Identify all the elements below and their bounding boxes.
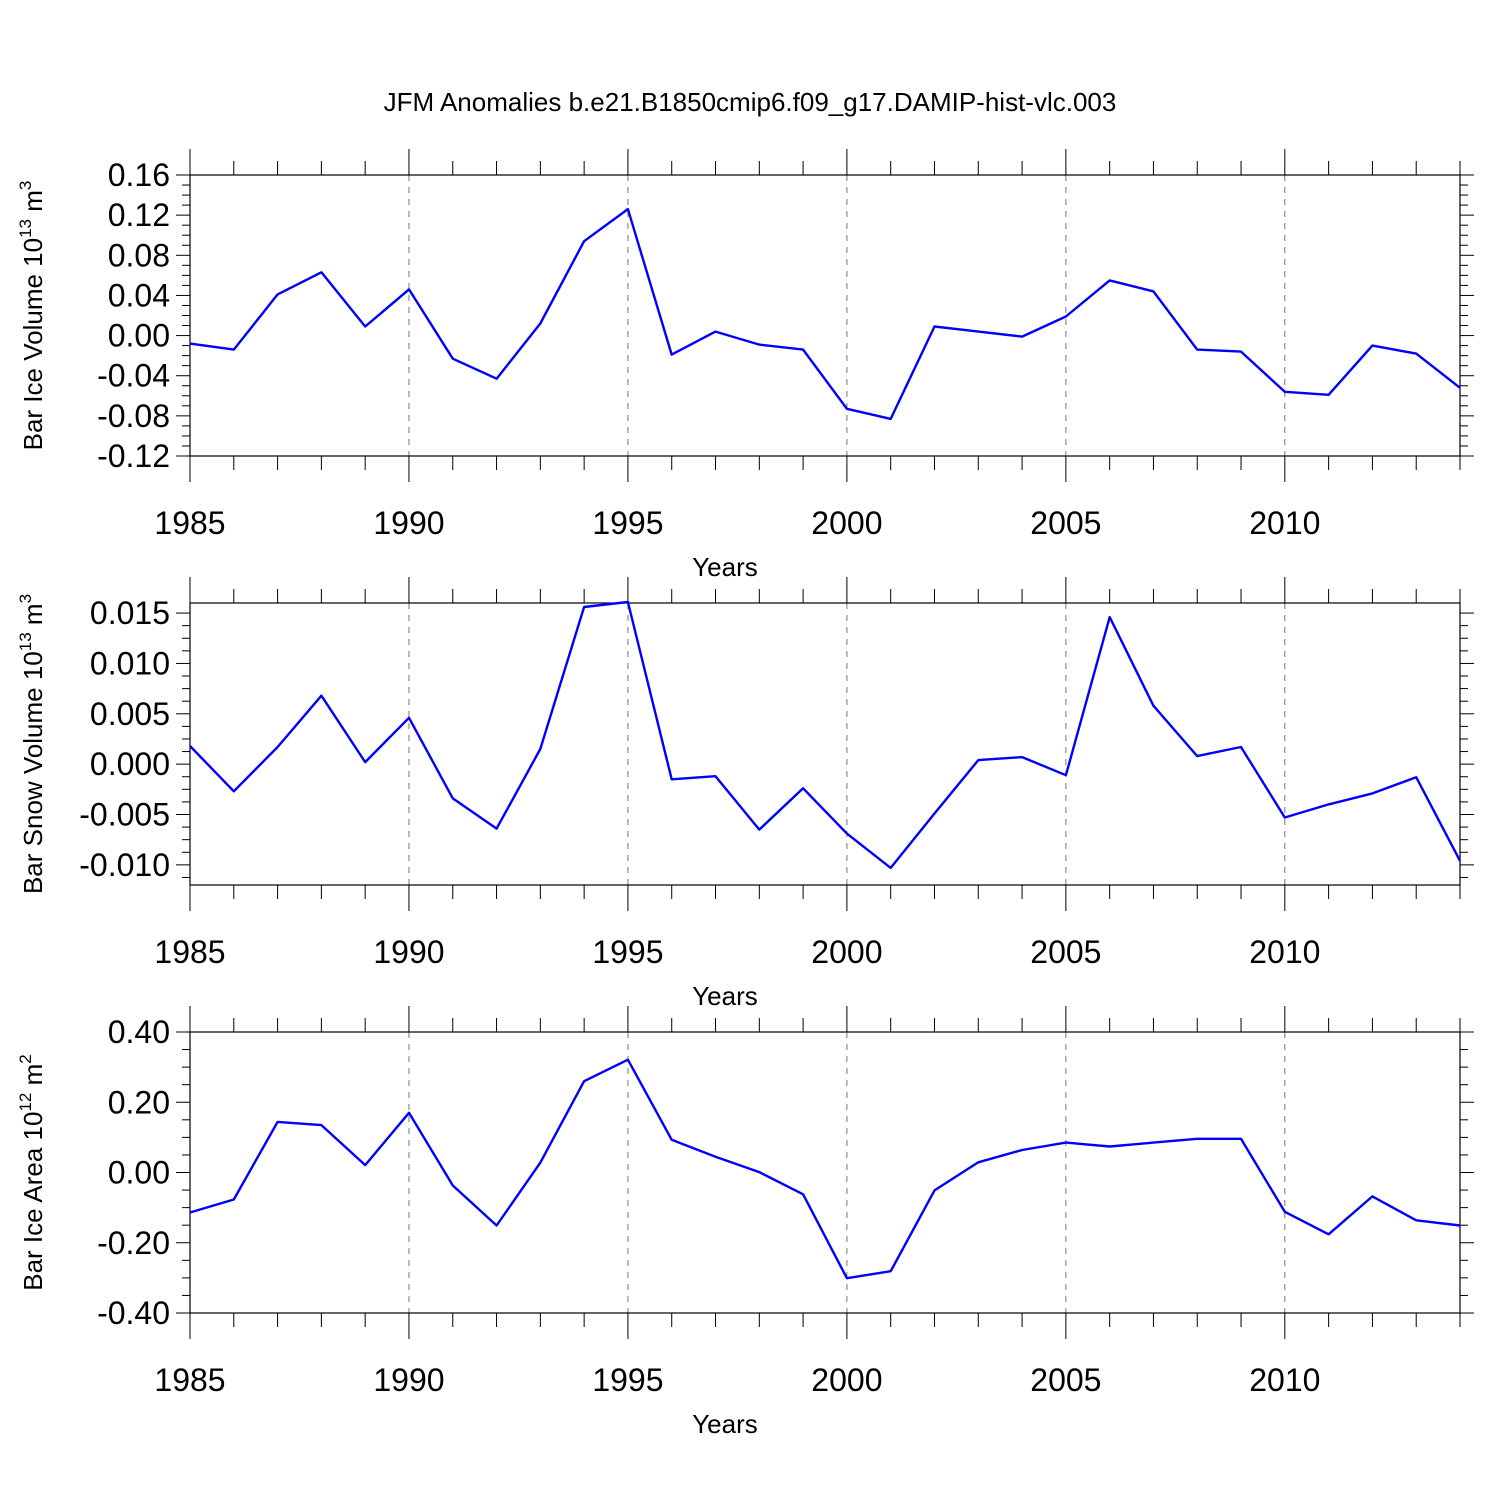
y-axis-title: Bar Ice Volume 1013 m3	[16, 181, 48, 451]
x-tick-label: 1990	[373, 505, 444, 541]
x-tick-label: 2000	[811, 934, 882, 970]
x-tick-label: 2010	[1249, 505, 1320, 541]
x-tick-label: 1995	[592, 934, 663, 970]
y-tick-label: 0.12	[108, 197, 170, 233]
plot-frame	[189, 602, 1461, 886]
panel-bar-ice-volume: 1985 1990 1995 2000 2005 2010 0.16 0.12 0.08 0.04…	[16, 149, 1474, 582]
y-axis-title: Bar Ice Area 1012 m2	[16, 1054, 48, 1291]
y-tick-label: 0.16	[108, 157, 170, 193]
x-tick-label: 2000	[811, 1362, 882, 1398]
panel-bar-snow-volume: 1985 1990 1995 2000 2005 2010 0.015 0.010 0.005 0…	[16, 577, 1474, 1011]
y-tick-label: 0.00	[108, 318, 170, 354]
plot-frame	[189, 1031, 1461, 1314]
y-tick-label: 0.015	[90, 595, 170, 631]
series-line	[189, 207, 1461, 421]
x-tick-label: 2000	[811, 505, 882, 541]
y-tick-label: -0.12	[97, 438, 170, 474]
y-tick-label: 0.20	[108, 1084, 170, 1120]
x-tick-label: 1985	[154, 1362, 225, 1398]
x-axis-title: Years	[692, 552, 758, 582]
panel-bar-ice-area: 1985 1990 1995 2000 2005 2010 0.40 0.20 0.00 -0.2…	[16, 1006, 1474, 1439]
y-tick-label: 0.005	[90, 696, 170, 732]
x-tick-label: 2005	[1030, 505, 1101, 541]
x-tick-label: 2005	[1030, 1362, 1101, 1398]
y-tick-label: -0.20	[97, 1225, 170, 1261]
x-tick-label: 1995	[592, 1362, 663, 1398]
plot-frame	[189, 174, 1461, 457]
x-tick-label: 1990	[373, 934, 444, 970]
chart-title: JFM Anomalies b.e21.B1850cmip6.f09_g17.D…	[384, 87, 1117, 117]
x-tick-label: 2010	[1249, 934, 1320, 970]
x-tick-label: 1990	[373, 1362, 444, 1398]
y-tick-label: 0.010	[90, 645, 170, 681]
x-tick-label: 2005	[1030, 934, 1101, 970]
x-tick-label: 1985	[154, 934, 225, 970]
y-tick-label: -0.010	[79, 847, 170, 883]
y-tick-label: -0.005	[79, 797, 170, 833]
y-tick-label: 0.40	[108, 1014, 170, 1050]
x-axis-title: Years	[692, 981, 758, 1011]
x-tick-label: 2010	[1249, 1362, 1320, 1398]
series-line	[189, 1058, 1461, 1280]
x-axis-title: Years	[692, 1409, 758, 1439]
y-tick-label: -0.08	[97, 398, 170, 434]
y-tick-label: 0.04	[108, 277, 170, 313]
y-tick-label: 0.00	[108, 1155, 170, 1191]
series-line	[189, 600, 1462, 870]
y-tick-label: 0.000	[90, 746, 170, 782]
y-tick-label: 0.08	[108, 237, 170, 273]
y-tick-label: -0.40	[97, 1295, 170, 1331]
y-tick-label: -0.04	[97, 358, 170, 394]
y-axis-title: Bar Snow Volume 1013 m3	[16, 594, 48, 894]
x-tick-label: 1985	[154, 505, 225, 541]
x-tick-label: 1995	[592, 505, 663, 541]
